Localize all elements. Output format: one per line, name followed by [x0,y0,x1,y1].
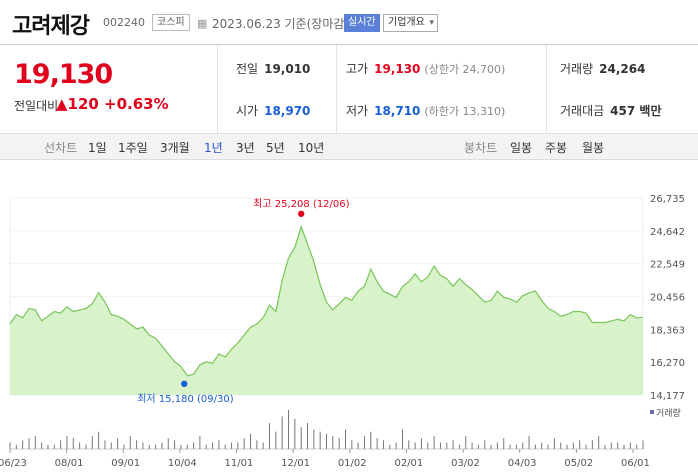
max-marker [297,210,305,217]
min-marker [181,380,188,388]
dropdown-label: 기업개요 [388,17,425,28]
y-tick-label: 18,363 [650,325,685,336]
divider [336,45,337,135]
x-tick-label: 02/01 [394,458,423,469]
volume: 거래량 24,264 [560,62,646,76]
y-tick-label: 14,177 [650,391,685,402]
candle-chart-label: 봉차트 [464,141,498,155]
tab-3m[interactable]: 3개월 [160,141,190,155]
tab-1d[interactable]: 1일 [88,141,107,155]
price-line [9,224,644,377]
line-chart-label: 선차트 [44,141,78,155]
tab-monthly[interactable]: 월봉 [582,141,605,155]
tab-10y[interactable]: 10년 [298,141,325,155]
tab-daily[interactable]: 일봉 [510,141,533,155]
realtime-button[interactable]: 실시간 [344,14,380,32]
max-label: 최고 25,208 (12/06) [253,198,349,210]
x-tick-label: 08/01 [55,458,84,469]
stock-code: 002240 [103,16,145,29]
divider [546,45,547,135]
x-tick-label: 12/01 [281,458,310,469]
high-price: 고가 19,130 (상한가 24,700) [346,62,506,76]
volume-label: 거래량 [656,407,681,419]
trade-amount: 거래대금 457 백만 [560,104,662,118]
chart-tabs: 선차트 1일 1주일 3개월 1년 3년 5년 10년 봉차트 일봉 주봉 월봉 [0,134,698,160]
x-tick-label: 01/02 [338,458,367,469]
low-price: 저가 18,710 (하한가 13,310) [346,104,506,118]
stock-header: 고려제강 002240 코스피 ▦ 2023.06.23 기준(장마감) 실시간… [0,0,698,44]
open-price: 시가 18,970 [236,104,311,118]
base-date: 2023.06.23 기준(장마감) [212,17,350,31]
tab-3y[interactable]: 3년 [236,141,255,155]
y-tick-label: 26,735 [650,194,685,205]
change-label: 전일대비 [14,99,59,113]
tab-1w[interactable]: 1주일 [118,141,148,155]
y-tick-label: 20,456 [650,293,685,304]
price-area [10,226,643,395]
volume-legend-swatch [650,410,654,414]
market-badge: 코스피 [152,14,190,31]
y-tick-label: 22,549 [650,260,685,271]
x-tick-label: 03/02 [451,458,480,469]
min-label: 최저 15,180 (09/30) [137,393,233,405]
tab-1y[interactable]: 1년 [204,141,223,155]
tab-weekly[interactable]: 주봉 [545,141,568,155]
chevron-down-icon: ▾ [429,18,434,28]
x-tick-label: 06/23 [0,458,27,469]
price-chart: 26,735 24,642 22,549 20,456 18,363 16,270 14,1… [0,194,685,469]
x-tick-label: 05/02 [564,458,593,469]
x-tick-label: 10/04 [168,458,197,469]
y-tick-label: 16,270 [650,358,685,369]
change-percent: +0.63% [104,95,169,113]
x-tick-label: 09/01 [111,458,140,469]
calendar-icon: ▦ [197,17,208,30]
x-tick-label: 06/01 [621,458,650,469]
y-tick-label: 24,642 [650,227,685,238]
stock-name: 고려제강 [12,14,90,39]
change-amount: ▲120 [56,95,99,113]
x-tick-label: 11/01 [225,458,254,469]
x-tick-label: 04/03 [508,458,537,469]
tab-5y[interactable]: 5년 [266,141,285,155]
prev-close: 전일 19,010 [236,62,311,76]
company-info-dropdown[interactable]: 기업개요 ▾ [383,14,438,32]
current-price: 19,130 [14,59,113,90]
quote-summary: 19,130 전일대비 ▲120 +0.63% 전일 19,010 시가 18,97… [0,44,698,135]
price-box: 19,130 전일대비 ▲120 +0.63% [0,45,218,135]
